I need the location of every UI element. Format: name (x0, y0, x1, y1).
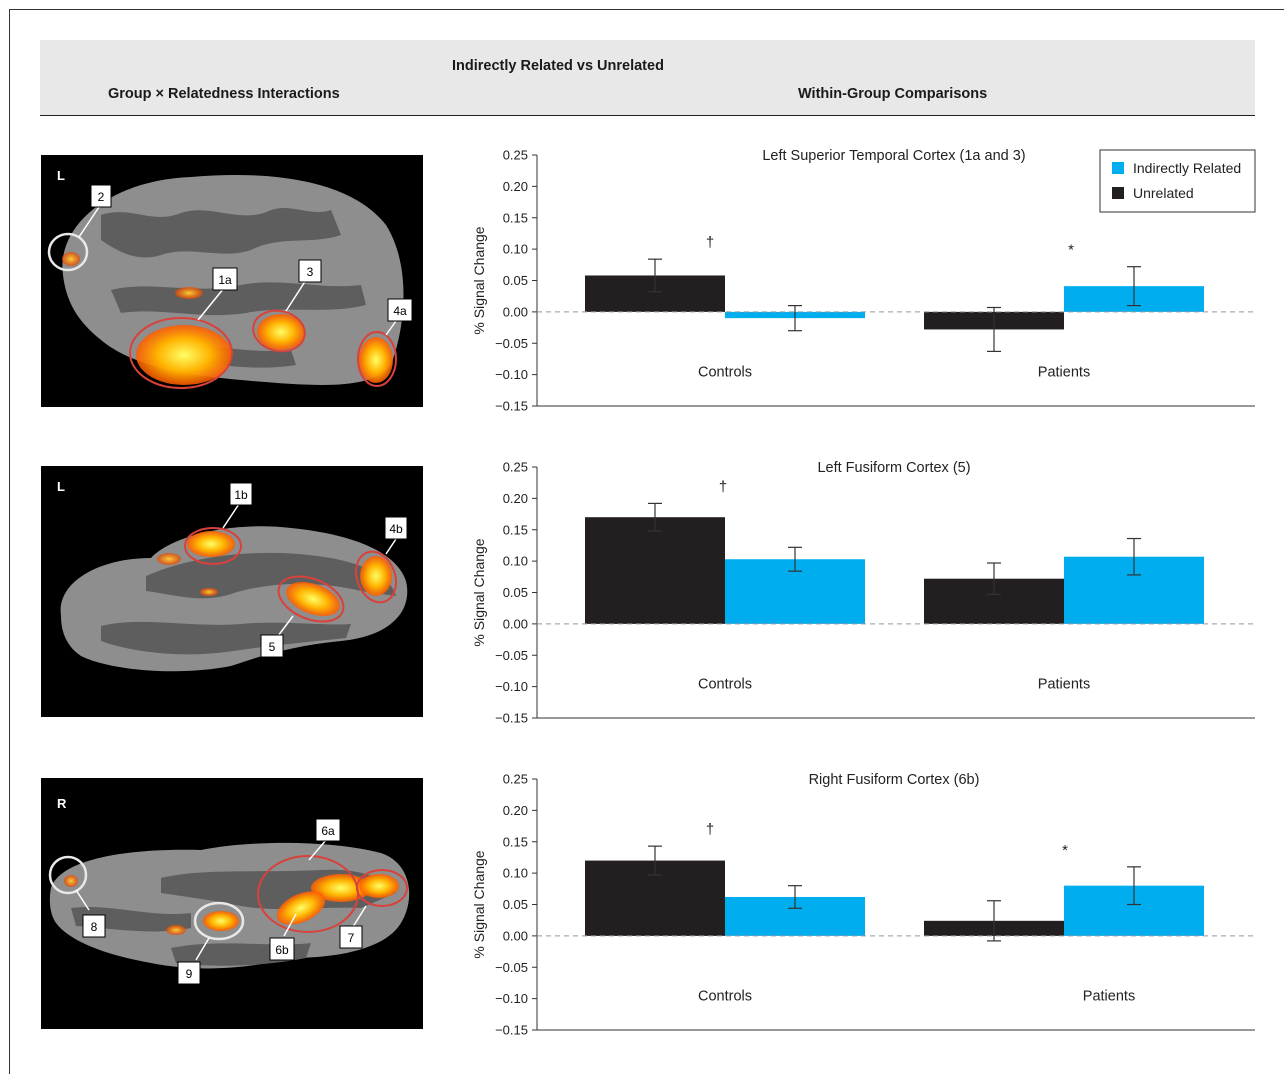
y-axis-label: % Signal Change (471, 850, 487, 958)
y-tick-label: −0.10 (495, 991, 528, 1006)
category-label-controls: Controls (698, 677, 752, 693)
category-label-patients: Patients (1038, 365, 1090, 381)
brain-image-2: L 1b 4b 5 (41, 466, 423, 717)
svg-text:9: 9 (186, 967, 193, 981)
legend-swatch (1112, 162, 1124, 174)
y-axis-label: % Signal Change (471, 226, 487, 334)
y-tick-label: −0.05 (495, 648, 528, 663)
region-label-5: 5 (260, 634, 284, 658)
y-tick-label: 0.15 (503, 834, 528, 849)
svg-text:3: 3 (307, 265, 314, 279)
y-axis-label: % Signal Change (471, 538, 487, 646)
brain-panel-2: L 1b 4b 5 (41, 466, 423, 717)
category-label-controls: Controls (698, 989, 752, 1005)
hemisphere-label: L (57, 479, 65, 494)
region-label-4b: 4b (384, 516, 408, 540)
svg-text:6a: 6a (321, 824, 335, 838)
y-tick-label: 0.25 (503, 148, 528, 163)
significance-marker: † (706, 234, 714, 251)
y-tick-label: −0.15 (495, 399, 528, 414)
region-label-6a: 6a (315, 818, 341, 842)
y-tick-label: 0.15 (503, 210, 528, 225)
chart-left-superior-temporal: 0.25 0.20 0.15 0.10 0.05 0.00 −0.05 −0.10 −0.15%… (471, 148, 1256, 414)
chart-right-fusiform: 0.25 0.20 0.15 0.10 0.05 0.00 −0.05 −0.10 −0.15%… (471, 772, 1255, 1038)
header-right-title: Within-Group Comparisons (798, 86, 988, 102)
svg-text:5: 5 (269, 640, 276, 654)
region-label-3: 3 (298, 259, 322, 283)
region-label-2: 2 (90, 184, 112, 208)
region-label-9: 9 (177, 961, 201, 985)
y-tick-label: 0.05 (503, 897, 528, 912)
bar-unrelated-controls (585, 517, 725, 624)
significance-marker: † (706, 821, 714, 838)
svg-text:1b: 1b (234, 488, 248, 502)
svg-text:2: 2 (98, 190, 105, 204)
y-tick-label: 0.00 (503, 928, 528, 943)
region-label-1a: 1a (212, 267, 238, 291)
brain-panel-3: R 6a 8 7 9 6b (41, 778, 423, 1029)
category-label-controls: Controls (698, 365, 752, 381)
category-label-patients: Patients (1083, 989, 1135, 1005)
y-tick-label: −0.10 (495, 367, 528, 382)
legend-label: Indirectly Related (1133, 160, 1241, 176)
y-tick-label: 0.10 (503, 242, 528, 257)
svg-text:4b: 4b (389, 522, 403, 536)
y-tick-label: 0.15 (503, 522, 528, 537)
svg-text:8: 8 (91, 920, 98, 934)
svg-text:6b: 6b (275, 943, 289, 957)
region-label-4a: 4a (387, 298, 413, 322)
y-tick-label: 0.25 (503, 772, 528, 787)
hemisphere-label: L (57, 168, 65, 183)
region-label-7: 7 (339, 925, 363, 949)
y-tick-label: 0.20 (503, 491, 528, 506)
y-tick-label: 0.20 (503, 179, 528, 194)
y-tick-label: −0.15 (495, 711, 528, 726)
category-label-patients: Patients (1038, 677, 1090, 693)
y-tick-label: −0.10 (495, 679, 528, 694)
svg-text:1a: 1a (218, 273, 232, 287)
figure-header (40, 40, 1255, 116)
brain-panel-1: L 2 1a 3 4a (41, 155, 423, 407)
header-left-title: Group × Relatedness Interactions (108, 86, 340, 102)
region-label-1b: 1b (229, 482, 253, 506)
chart-title: Left Superior Temporal Cortex (1a and 3) (762, 148, 1025, 164)
y-tick-label: −0.05 (495, 960, 528, 975)
significance-marker: † (719, 478, 727, 495)
svg-text:7: 7 (348, 931, 355, 945)
y-tick-label: 0.10 (503, 554, 528, 569)
chart-title: Left Fusiform Cortex (5) (817, 460, 970, 476)
y-tick-label: 0.00 (503, 616, 528, 631)
y-tick-label: −0.15 (495, 1023, 528, 1038)
y-tick-label: 0.25 (503, 460, 528, 475)
y-tick-label: 0.10 (503, 866, 528, 881)
region-label-8: 8 (82, 914, 106, 938)
chart-title: Right Fusiform Cortex (6b) (809, 772, 980, 788)
significance-marker: * (1068, 242, 1074, 259)
header-top-title: Indirectly Related vs Unrelated (452, 58, 664, 74)
legend-label: Unrelated (1133, 185, 1194, 201)
brain-image-1: L 2 1a 3 4a (41, 155, 423, 407)
region-label-6b: 6b (269, 937, 295, 961)
y-tick-label: 0.20 (503, 803, 528, 818)
brain-image-3: R 6a 8 7 9 6b (41, 778, 423, 1029)
chart-left-fusiform: 0.25 0.20 0.15 0.10 0.05 0.00 −0.05 −0.10 −0.15%… (471, 460, 1255, 726)
svg-text:4a: 4a (393, 304, 407, 318)
hemisphere-label: R (57, 796, 67, 811)
figure-frame (9, 9, 1284, 1074)
y-tick-label: 0.00 (503, 304, 528, 319)
y-tick-label: 0.05 (503, 585, 528, 600)
significance-marker: * (1062, 842, 1068, 859)
legend-box (1099, 149, 1256, 213)
legend-swatch (1112, 187, 1124, 199)
y-tick-label: 0.05 (503, 273, 528, 288)
y-tick-label: −0.05 (495, 336, 528, 351)
chart-legend: Indirectly Related Unrelated (1099, 149, 1256, 213)
